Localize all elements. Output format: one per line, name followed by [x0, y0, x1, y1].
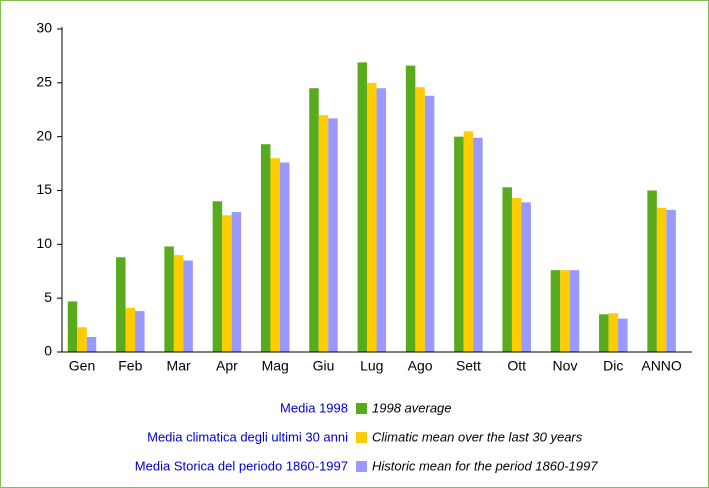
bar: [164, 246, 174, 352]
bar: [318, 115, 329, 352]
y-tick-label: 0: [44, 343, 52, 359]
bar: [473, 137, 483, 352]
bar: [77, 327, 87, 352]
bar: [367, 82, 377, 352]
bar: [521, 202, 531, 352]
bar: [357, 62, 368, 352]
bar: [125, 307, 136, 352]
bar: [67, 301, 78, 352]
bar: [212, 201, 223, 352]
bar: [405, 65, 416, 353]
bar: [328, 118, 338, 352]
bar: [376, 88, 387, 352]
bar: [599, 314, 609, 352]
legend-swatch: [356, 432, 367, 443]
x-tick-label: Lug: [360, 358, 383, 374]
x-tick-label: Mag: [262, 358, 289, 374]
bar: [309, 88, 319, 352]
legend-note: Media climatica degli ultimi 30 anni: [147, 429, 348, 444]
x-tick-label: Feb: [118, 358, 142, 374]
x-tick-label: ANNO: [641, 358, 682, 374]
y-tick-label: 25: [36, 74, 52, 90]
bar: [550, 270, 561, 352]
bar: [502, 187, 512, 352]
legend-label: Climatic mean over the last 30 years: [372, 429, 583, 444]
bar: [222, 215, 232, 352]
legend-note: Media 1998: [280, 400, 348, 415]
bar: [569, 270, 580, 352]
y-tick-label: 5: [44, 289, 52, 305]
x-tick-label: Giu: [313, 358, 335, 374]
bar: [86, 336, 97, 352]
y-tick-label: 30: [36, 20, 52, 36]
bar: [183, 260, 193, 352]
bar: [260, 144, 271, 352]
legend-swatch: [356, 403, 367, 414]
x-tick-label: Nov: [553, 358, 578, 374]
bar: [666, 209, 676, 352]
bar: [424, 95, 435, 353]
bar: [270, 158, 280, 352]
bar: [647, 190, 657, 352]
x-tick-label: Mar: [167, 358, 191, 374]
legend-label: Historic mean for the period 1860-1997: [372, 458, 598, 473]
bar: [608, 313, 619, 352]
y-tick-label: 15: [36, 181, 52, 197]
y-tick-label: 20: [36, 127, 52, 143]
bar: [231, 212, 242, 352]
bar: [116, 257, 126, 352]
x-tick-label: Ott: [507, 358, 526, 374]
bar: [656, 207, 667, 352]
bar: [463, 131, 474, 352]
x-tick-label: Apr: [216, 358, 238, 374]
legend-note: Media Storica del periodo 1860-1997: [135, 458, 348, 473]
bar: [415, 87, 425, 352]
legend-label: 1998 average: [372, 400, 452, 415]
bar: [560, 270, 570, 352]
y-tick-label: 10: [36, 235, 52, 251]
bar: [279, 162, 290, 352]
x-tick-label: Ago: [408, 358, 433, 374]
bar: [135, 311, 145, 352]
x-tick-label: Gen: [69, 358, 95, 374]
x-tick-label: Dic: [603, 358, 623, 374]
bar: [454, 136, 464, 352]
x-tick-label: Sett: [456, 358, 481, 374]
bar: [618, 318, 628, 352]
legend-swatch: [356, 461, 367, 472]
bar: [173, 255, 184, 352]
bar: [511, 198, 522, 352]
